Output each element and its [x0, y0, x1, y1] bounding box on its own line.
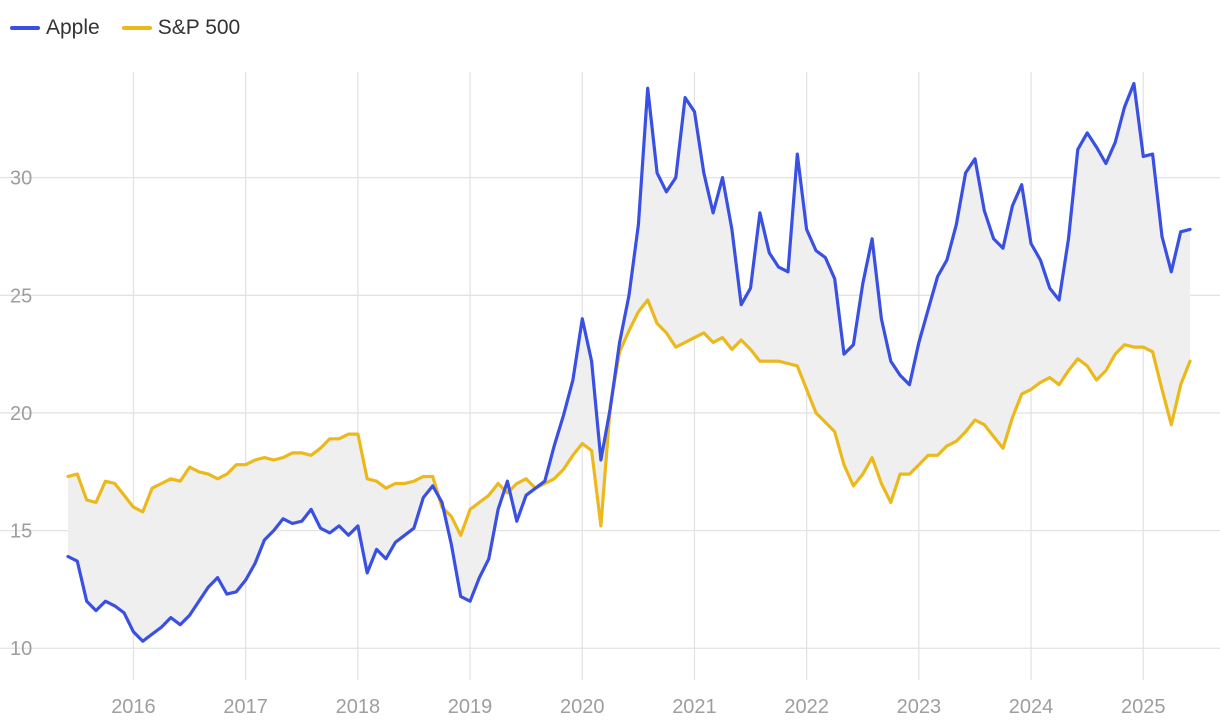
x-tick-label-2017: 2017: [223, 696, 268, 718]
x-tick-label-2022: 2022: [784, 696, 829, 718]
x-tick-label-2019: 2019: [448, 696, 493, 718]
legend-item-sp500[interactable]: S&P 500: [121, 16, 241, 40]
series-lines: [66, 81, 1192, 643]
y-tick-label-20: 20: [10, 403, 32, 425]
series-line-apple[interactable]: [66, 81, 1192, 643]
spread-fill-area: [68, 83, 1190, 642]
legend-label-sp500: S&P 500: [157, 16, 241, 39]
x-tick-label-2021: 2021: [672, 696, 717, 718]
y-tick-label-30: 30: [10, 168, 32, 190]
x-tick-label-2025: 2025: [1121, 696, 1166, 718]
y-tick-label-10: 10: [10, 638, 32, 660]
legend-swatch-apple: [10, 26, 40, 30]
legend-label-apple: Apple: [46, 16, 100, 39]
series-line-sp500[interactable]: [66, 298, 1192, 537]
x-tick-label-2020: 2020: [560, 696, 605, 718]
legend-item-apple[interactable]: Apple: [10, 16, 100, 40]
x-tick-label-2024: 2024: [1009, 696, 1054, 718]
chart-legend: Apple S&P 500: [10, 13, 240, 43]
y-tick-label-25: 25: [10, 285, 32, 307]
x-tick-label-2023: 2023: [897, 696, 942, 718]
y-tick-label-15: 15: [10, 521, 32, 543]
x-tick-label-2018: 2018: [336, 696, 381, 718]
legend-swatch-sp500: [121, 26, 152, 30]
x-tick-label-2016: 2016: [111, 696, 156, 718]
x-axis-tick-labels: 2016 2017 2018 2019 2020 2021 2022 2023 2024 2025: [111, 696, 1165, 718]
y-axis-tick-labels: 10 15 20 25 30: [10, 168, 32, 661]
